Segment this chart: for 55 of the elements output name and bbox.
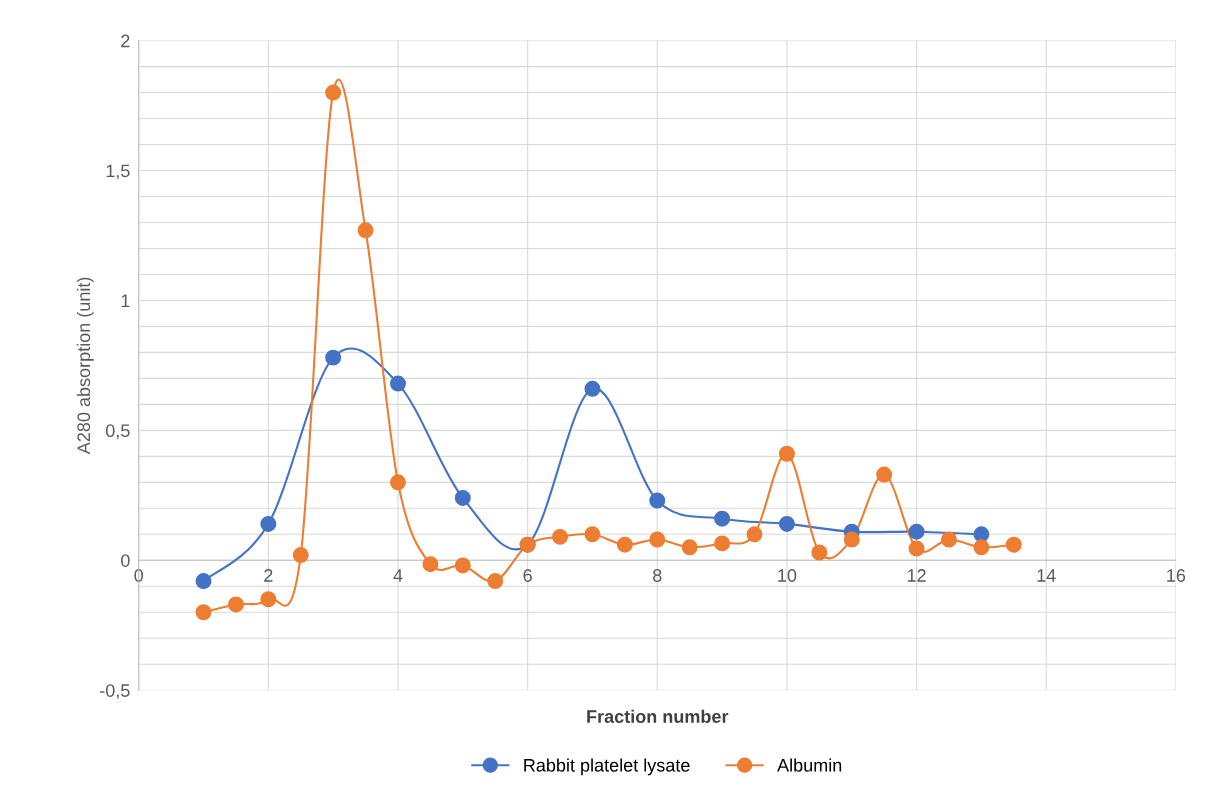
x-tick-label: 6 (523, 569, 532, 582)
point (390, 375, 406, 392)
point (649, 492, 666, 509)
point (746, 526, 763, 543)
y-tick-label: 2 (121, 34, 130, 48)
point (843, 531, 860, 548)
x-tick-label: 2 (264, 569, 273, 582)
point (552, 528, 569, 545)
point (422, 556, 439, 573)
x-tick-label: 12 (907, 569, 926, 582)
point (584, 380, 601, 397)
point (778, 445, 795, 462)
y-tick-label: -0,5 (100, 684, 130, 700)
y-tick-label: 0 (121, 554, 130, 567)
point (876, 466, 893, 483)
point (973, 526, 990, 543)
point (292, 547, 309, 564)
point (714, 535, 731, 552)
x-axis-title: Fraction number (587, 709, 729, 723)
point (616, 536, 633, 553)
point (195, 604, 212, 621)
point (714, 510, 731, 527)
x-tick-label: 0 (134, 569, 143, 582)
point (260, 591, 277, 608)
point (1005, 536, 1022, 553)
legend-label: Albumin (777, 758, 842, 772)
y-tick-label: 0,5 (105, 424, 130, 440)
point (195, 573, 212, 590)
point (390, 474, 406, 491)
point (357, 222, 374, 239)
x-tick-label: 16 (1167, 569, 1186, 582)
point (454, 557, 471, 574)
point (325, 349, 342, 366)
point (908, 523, 925, 540)
point (908, 540, 925, 557)
y-tick-label: 1 (121, 294, 130, 307)
x-tick-label: 4 (393, 569, 403, 582)
x-tick-label: 10 (778, 569, 797, 582)
point (584, 526, 601, 543)
point (227, 596, 244, 613)
point (973, 539, 990, 556)
point (811, 544, 828, 561)
point (325, 84, 342, 101)
point (681, 539, 698, 556)
point (454, 489, 471, 506)
point (940, 531, 957, 548)
y-axis-title: A280 absorption (unit) (76, 277, 94, 455)
point (487, 573, 504, 590)
y-tick-label: 1,5 (106, 164, 130, 180)
legend-label: Rabbit platelet lysate (524, 758, 690, 776)
point (778, 515, 795, 532)
x-tick-label: 14 (1037, 569, 1056, 582)
x-tick-label: 8 (653, 569, 662, 582)
point (260, 515, 277, 532)
point (649, 531, 666, 548)
